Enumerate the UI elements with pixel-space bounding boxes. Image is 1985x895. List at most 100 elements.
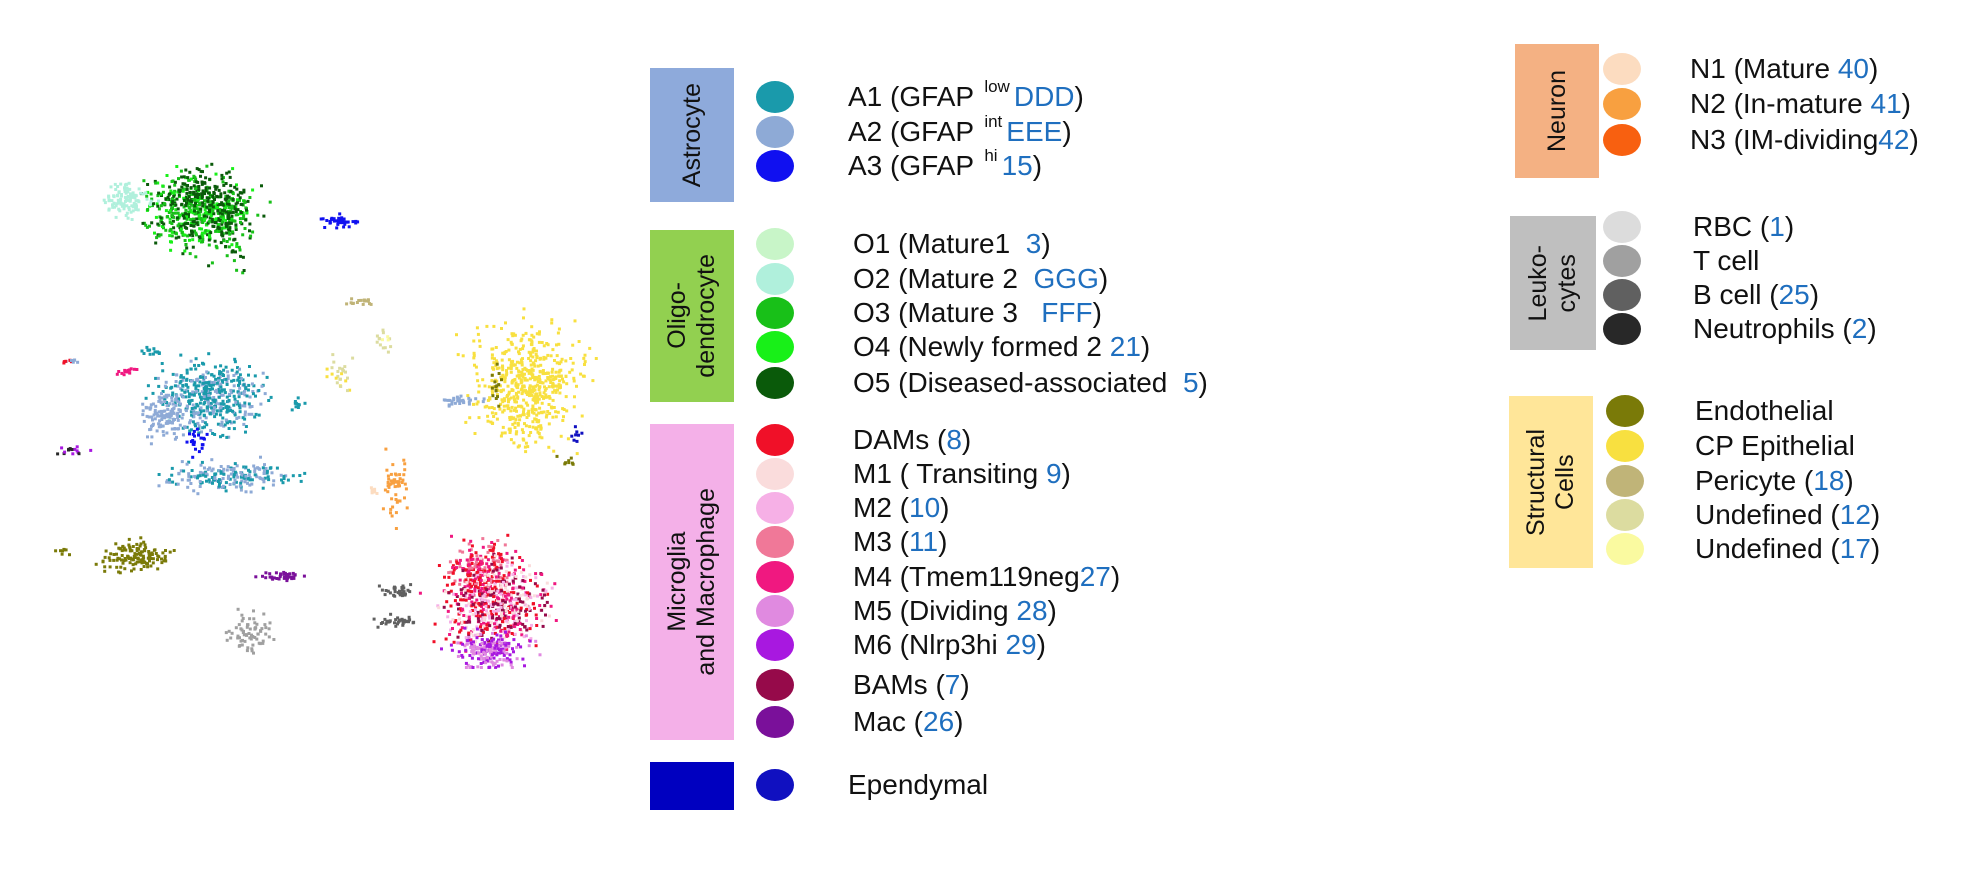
umap-cell-point [472, 339, 476, 343]
umap-cell-point [464, 598, 468, 602]
umap-cell-point [205, 215, 209, 219]
umap-cell-point [515, 586, 519, 590]
umap-cell-point [179, 469, 183, 473]
umap-cell-point [467, 602, 471, 606]
umap-cell-point [214, 412, 218, 416]
umap-cell-point [218, 203, 222, 206]
umap-cell-point [233, 360, 237, 364]
umap-cell-point [502, 649, 506, 653]
umap-cell-point [231, 249, 235, 253]
umap-cell-point [128, 561, 132, 565]
umap-cell-point [198, 401, 202, 405]
legend-entry-cluster-number: FFF [1041, 297, 1093, 328]
umap-cell-point [225, 383, 229, 386]
umap-cell-point [159, 204, 163, 208]
umap-cell-point [483, 599, 487, 602]
umap-cell-point [404, 592, 407, 596]
umap-cell-point [212, 212, 216, 216]
umap-cell-point [171, 202, 175, 206]
umap-cell-point [535, 624, 539, 627]
umap-cell-point [508, 653, 512, 657]
umap-cell-point [262, 480, 266, 484]
umap-cell-point [210, 261, 214, 265]
umap-cell-point [180, 388, 184, 392]
umap-cell-point [500, 589, 504, 593]
umap-cell-point [490, 653, 494, 657]
umap-cell-point [197, 431, 201, 435]
legend-entry-label: B cell ( [1693, 279, 1779, 310]
umap-cell-point [460, 654, 464, 657]
umap-cell-point [514, 432, 518, 436]
umap-cell-point [493, 631, 497, 635]
umap-cell-point [459, 588, 463, 592]
umap-cell-point [161, 190, 165, 194]
umap-cell-point [210, 220, 214, 224]
umap-cell-point [546, 592, 550, 596]
umap-cell-point [551, 415, 555, 419]
umap-cell-point [477, 651, 481, 655]
umap-cell-point [231, 409, 234, 413]
umap-cell-point [231, 210, 235, 214]
umap-cell-point [490, 373, 494, 377]
umap-cell-point [233, 413, 237, 417]
umap-cell-point [191, 403, 195, 407]
umap-cell-point [265, 375, 269, 379]
umap-cell-point [508, 416, 512, 419]
umap-cell-point [253, 470, 257, 473]
umap-cell-point [493, 563, 497, 567]
umap-cell-point [142, 352, 146, 355]
umap-cell-point [461, 354, 465, 358]
umap-cell-point [557, 383, 561, 387]
umap-cell-point [473, 587, 477, 591]
legend-entry-cluster-number: 2 [1851, 313, 1868, 344]
umap-cell-point [567, 459, 571, 463]
umap-cell-point [288, 572, 292, 576]
umap-cell-point [122, 205, 126, 209]
umap-cell-point [269, 395, 273, 399]
umap-cell-point [566, 437, 570, 441]
umap-cell-point [483, 566, 487, 570]
legend-entry-structural: Pericyte (18) [1606, 465, 1854, 497]
umap-cell-point [536, 380, 540, 384]
umap-cell-point [223, 209, 227, 213]
umap-cell-point [402, 586, 406, 590]
umap-cell-point [183, 182, 187, 186]
umap-cell-point [492, 637, 496, 641]
umap-cell-point [522, 593, 526, 597]
umap-cell-point [238, 373, 242, 377]
umap-cell-point [575, 384, 578, 388]
umap-cell-point [465, 642, 469, 646]
umap-cell-point [286, 478, 290, 482]
umap-cell-point [457, 650, 461, 654]
umap-cell-point [261, 371, 265, 375]
umap-cell-point [378, 343, 382, 347]
umap-cell-point [183, 426, 187, 429]
umap-cell-point [103, 569, 107, 573]
umap-cell-point [188, 419, 192, 423]
umap-cell-point [153, 411, 157, 414]
umap-cell-point [187, 178, 191, 182]
umap-cell-point [514, 346, 518, 350]
umap-cell-point [524, 331, 528, 335]
umap-cell-point [472, 640, 475, 644]
umap-cell-point [350, 297, 354, 301]
umap-cell-point [248, 617, 252, 621]
umap-cell-point [498, 625, 501, 629]
umap-cell-point [396, 616, 400, 620]
umap-cell-point [507, 571, 511, 575]
umap-cell-point [386, 589, 390, 593]
umap-cell-point [351, 220, 355, 224]
umap-cell-point [503, 640, 507, 644]
umap-cell-point [506, 643, 510, 647]
legend-entry-label: T cell [1693, 245, 1760, 276]
umap-cell-point [445, 583, 449, 587]
umap-cell-point [505, 369, 508, 373]
umap-cell-point [396, 622, 399, 626]
legend-entry-closing: ) [960, 669, 970, 700]
umap-cell-point [572, 405, 576, 409]
umap-cell-point [125, 204, 129, 208]
umap-cell-point [196, 474, 200, 478]
umap-cell-point [533, 606, 536, 610]
umap-cell-point [195, 189, 199, 193]
umap-cell-point [195, 217, 199, 221]
